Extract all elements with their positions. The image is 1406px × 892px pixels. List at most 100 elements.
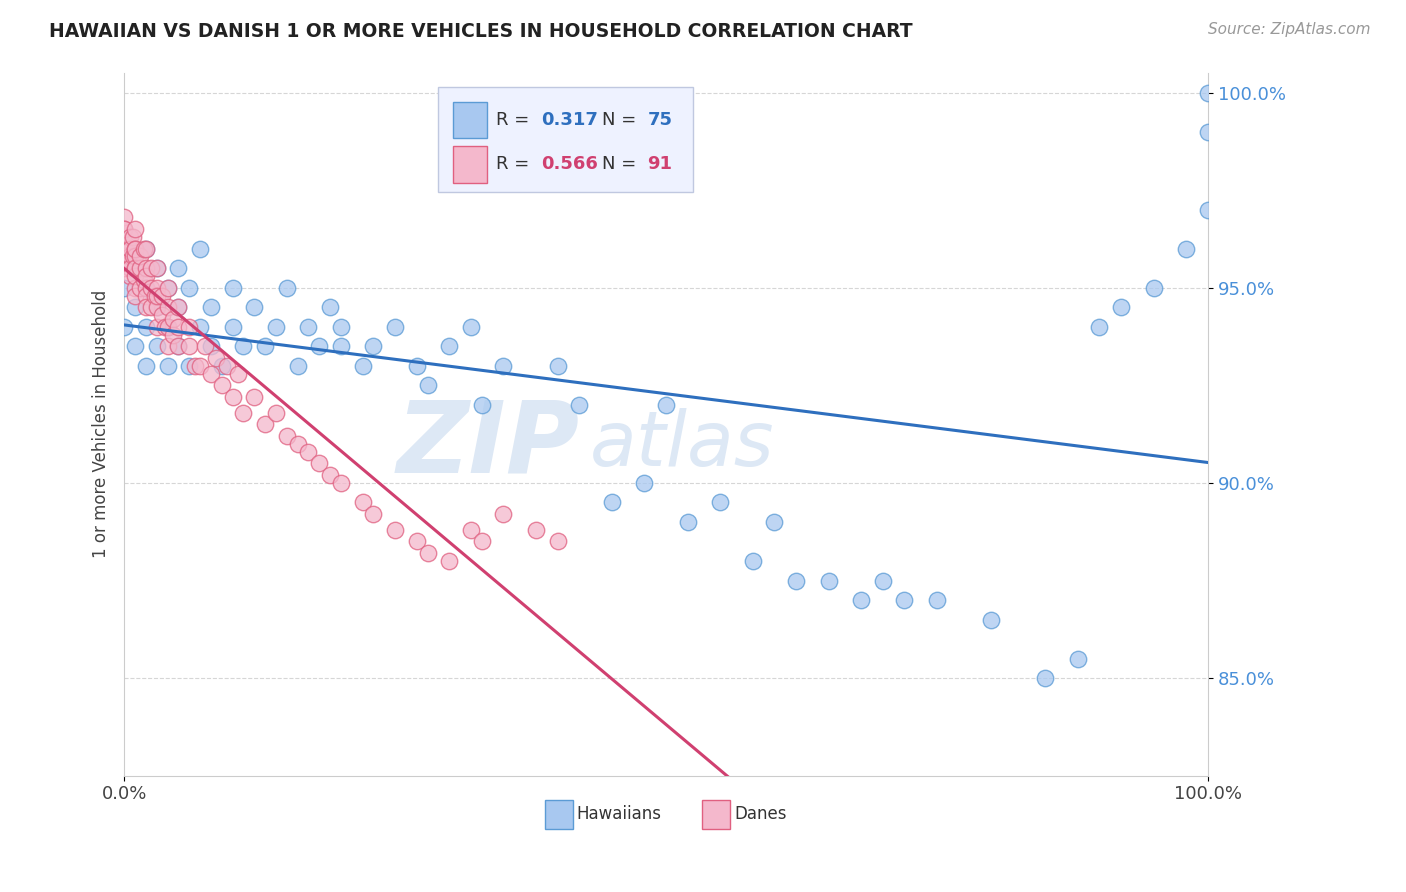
Point xyxy=(156,300,179,314)
Point xyxy=(243,390,266,404)
Point xyxy=(568,398,591,412)
Point xyxy=(145,288,167,302)
Point xyxy=(179,319,201,334)
Point xyxy=(205,351,228,365)
Point xyxy=(363,507,385,521)
Point xyxy=(200,367,222,381)
Point xyxy=(232,406,254,420)
Point xyxy=(145,300,167,314)
Text: N =: N = xyxy=(602,112,643,129)
Point xyxy=(132,273,155,287)
Point xyxy=(135,288,157,302)
Point xyxy=(124,288,146,302)
Point xyxy=(297,444,319,458)
Point xyxy=(167,339,190,353)
Point xyxy=(1143,281,1166,295)
Text: 75: 75 xyxy=(648,112,672,129)
Point xyxy=(132,242,155,256)
Point xyxy=(112,222,135,236)
Text: R =: R = xyxy=(496,112,534,129)
Point xyxy=(763,515,786,529)
Point xyxy=(179,339,201,353)
Point xyxy=(405,359,427,373)
Point xyxy=(112,253,135,268)
Point xyxy=(135,261,157,276)
Text: 0.317: 0.317 xyxy=(541,112,599,129)
Point xyxy=(471,534,494,549)
Point xyxy=(143,288,166,302)
Point xyxy=(167,300,190,314)
Point xyxy=(319,468,342,483)
Point xyxy=(329,339,352,353)
Point xyxy=(221,390,243,404)
Point xyxy=(287,359,309,373)
Point xyxy=(179,281,201,295)
Point xyxy=(188,319,211,334)
Point xyxy=(183,359,205,373)
Point xyxy=(135,242,157,256)
Point xyxy=(167,261,190,276)
Point xyxy=(188,359,211,373)
Point xyxy=(471,398,494,412)
Point xyxy=(129,281,152,295)
Point xyxy=(384,319,406,334)
Point xyxy=(155,319,177,334)
Point xyxy=(112,281,135,295)
Point xyxy=(188,242,211,256)
Point xyxy=(141,300,163,314)
Point xyxy=(492,359,515,373)
Point xyxy=(124,222,146,236)
Point xyxy=(439,554,461,568)
FancyBboxPatch shape xyxy=(453,102,488,138)
Point xyxy=(124,261,146,276)
Point xyxy=(254,417,277,432)
Point xyxy=(1175,242,1198,256)
Point xyxy=(124,339,146,353)
Point xyxy=(817,574,839,588)
Point xyxy=(319,300,342,314)
Point xyxy=(124,281,146,295)
Text: Danes: Danes xyxy=(734,805,787,823)
Point xyxy=(118,261,141,276)
FancyBboxPatch shape xyxy=(439,87,693,193)
Point xyxy=(785,574,807,588)
Point xyxy=(217,359,239,373)
Point xyxy=(145,339,167,353)
Point xyxy=(1088,319,1111,334)
Point xyxy=(655,398,678,412)
Point xyxy=(124,242,146,256)
Point xyxy=(156,281,179,295)
Point xyxy=(416,546,439,560)
Point xyxy=(122,250,145,264)
Point xyxy=(135,281,157,295)
Point xyxy=(135,319,157,334)
Point xyxy=(524,523,547,537)
Point xyxy=(276,429,298,443)
Point xyxy=(1109,300,1132,314)
Point xyxy=(1197,124,1219,138)
Point xyxy=(145,319,167,334)
Point xyxy=(118,250,141,264)
Point xyxy=(384,523,406,537)
Text: R =: R = xyxy=(496,155,534,173)
Point xyxy=(135,242,157,256)
Point xyxy=(118,242,141,256)
Point xyxy=(135,300,157,314)
Point xyxy=(112,242,135,256)
Point xyxy=(547,534,569,549)
Point xyxy=(124,268,146,283)
Point xyxy=(141,281,163,295)
Point xyxy=(308,339,330,353)
Point xyxy=(112,234,135,248)
Point xyxy=(329,319,352,334)
Point xyxy=(150,308,173,322)
Point xyxy=(676,515,699,529)
Point xyxy=(124,242,146,256)
Point xyxy=(129,250,152,264)
Point xyxy=(405,534,427,549)
Point xyxy=(849,593,872,607)
Point xyxy=(124,250,146,264)
Point xyxy=(145,261,167,276)
Point xyxy=(124,261,146,276)
Point xyxy=(145,261,167,276)
